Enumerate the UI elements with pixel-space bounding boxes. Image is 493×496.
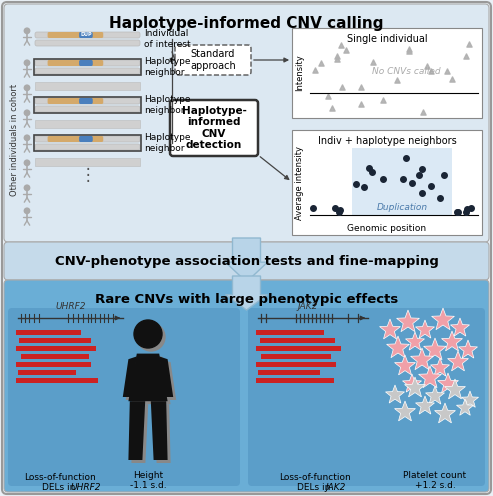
Polygon shape [396, 310, 420, 332]
Text: Rare CNVs with large phenotypic effects: Rare CNVs with large phenotypic effects [95, 293, 398, 306]
Polygon shape [128, 354, 168, 401]
Bar [16, 378, 98, 383]
Point [368, 168, 376, 176]
Point [454, 208, 462, 216]
Polygon shape [159, 357, 173, 397]
Point [324, 92, 332, 100]
Polygon shape [126, 360, 140, 400]
Text: Other individuals in cohort: Other individuals in cohort [10, 84, 20, 196]
Point [336, 206, 344, 214]
Circle shape [24, 110, 30, 116]
Polygon shape [380, 319, 400, 339]
Polygon shape [387, 336, 409, 358]
Polygon shape [461, 391, 479, 407]
Text: Haplotype
neighbor: Haplotype neighbor [144, 133, 190, 153]
Polygon shape [434, 403, 456, 423]
Polygon shape [405, 332, 424, 350]
Polygon shape [225, 276, 268, 310]
FancyBboxPatch shape [4, 4, 489, 242]
Point [448, 75, 456, 83]
Point [443, 66, 451, 74]
Polygon shape [386, 385, 405, 403]
Text: Individual
of interest: Individual of interest [144, 29, 191, 49]
Polygon shape [438, 373, 458, 393]
Point [317, 60, 325, 67]
Point [331, 204, 339, 212]
Point [399, 175, 407, 183]
Point [338, 83, 346, 91]
Point [357, 83, 365, 91]
Point [379, 175, 387, 183]
Polygon shape [442, 331, 462, 351]
Text: No CNVs called: No CNVs called [372, 66, 440, 75]
Point [338, 41, 346, 49]
Text: DELs in: DELs in [297, 483, 333, 492]
FancyBboxPatch shape [48, 32, 103, 38]
Point [357, 101, 365, 109]
Point [343, 46, 351, 54]
Polygon shape [162, 360, 176, 400]
Polygon shape [448, 351, 468, 371]
FancyBboxPatch shape [79, 60, 93, 66]
Text: Indiv + haplotype neighbors: Indiv + haplotype neighbors [317, 136, 457, 146]
Text: DUP: DUP [80, 33, 92, 38]
Point [423, 62, 431, 70]
Bar [34, 135, 141, 151]
Bar [256, 362, 336, 367]
Text: Height: Height [133, 472, 163, 481]
Bar [35, 158, 140, 166]
Point [453, 208, 461, 216]
FancyBboxPatch shape [35, 40, 140, 46]
Point [436, 194, 444, 202]
Point [419, 189, 426, 197]
Text: Haplotype
neighbor: Haplotype neighbor [144, 95, 190, 115]
FancyBboxPatch shape [79, 98, 93, 104]
Text: Platelet count: Platelet count [403, 472, 466, 481]
Point [405, 45, 413, 53]
FancyBboxPatch shape [48, 136, 103, 142]
Text: Haplotype
neighbor: Haplotype neighbor [144, 58, 190, 77]
Polygon shape [431, 308, 455, 330]
Circle shape [24, 85, 30, 90]
Point [333, 52, 341, 60]
Polygon shape [457, 399, 474, 415]
Polygon shape [423, 338, 447, 360]
Bar [256, 378, 334, 383]
Bar [21, 354, 89, 359]
Bar [34, 97, 141, 113]
Point [467, 204, 475, 212]
Point [360, 183, 368, 190]
Text: ⋮: ⋮ [79, 166, 96, 184]
Polygon shape [225, 238, 268, 282]
FancyBboxPatch shape [170, 100, 258, 156]
Bar [18, 370, 76, 375]
FancyBboxPatch shape [35, 106, 140, 112]
Point [335, 208, 343, 216]
Circle shape [24, 60, 30, 65]
Bar [19, 338, 91, 343]
Text: Standard
approach: Standard approach [190, 49, 236, 71]
Polygon shape [151, 401, 168, 460]
Point [309, 204, 317, 212]
FancyBboxPatch shape [175, 45, 251, 75]
Point [402, 154, 410, 162]
Text: -1.1 s.d.: -1.1 s.d. [130, 482, 166, 491]
Text: JAK2: JAK2 [297, 302, 317, 311]
Point [333, 55, 341, 63]
Point [379, 96, 387, 104]
FancyBboxPatch shape [48, 60, 103, 66]
Point [440, 171, 448, 179]
Point [462, 207, 470, 215]
FancyBboxPatch shape [35, 98, 140, 104]
Bar [292, 130, 482, 235]
Text: DELs in: DELs in [42, 483, 78, 492]
FancyBboxPatch shape [35, 32, 140, 38]
Polygon shape [411, 348, 433, 370]
FancyBboxPatch shape [4, 280, 489, 492]
FancyBboxPatch shape [35, 136, 140, 142]
Circle shape [24, 208, 30, 213]
Text: CNV-phenotype association tests and fine-mapping: CNV-phenotype association tests and fine… [55, 254, 438, 267]
Bar [352, 148, 452, 215]
FancyBboxPatch shape [35, 60, 140, 66]
